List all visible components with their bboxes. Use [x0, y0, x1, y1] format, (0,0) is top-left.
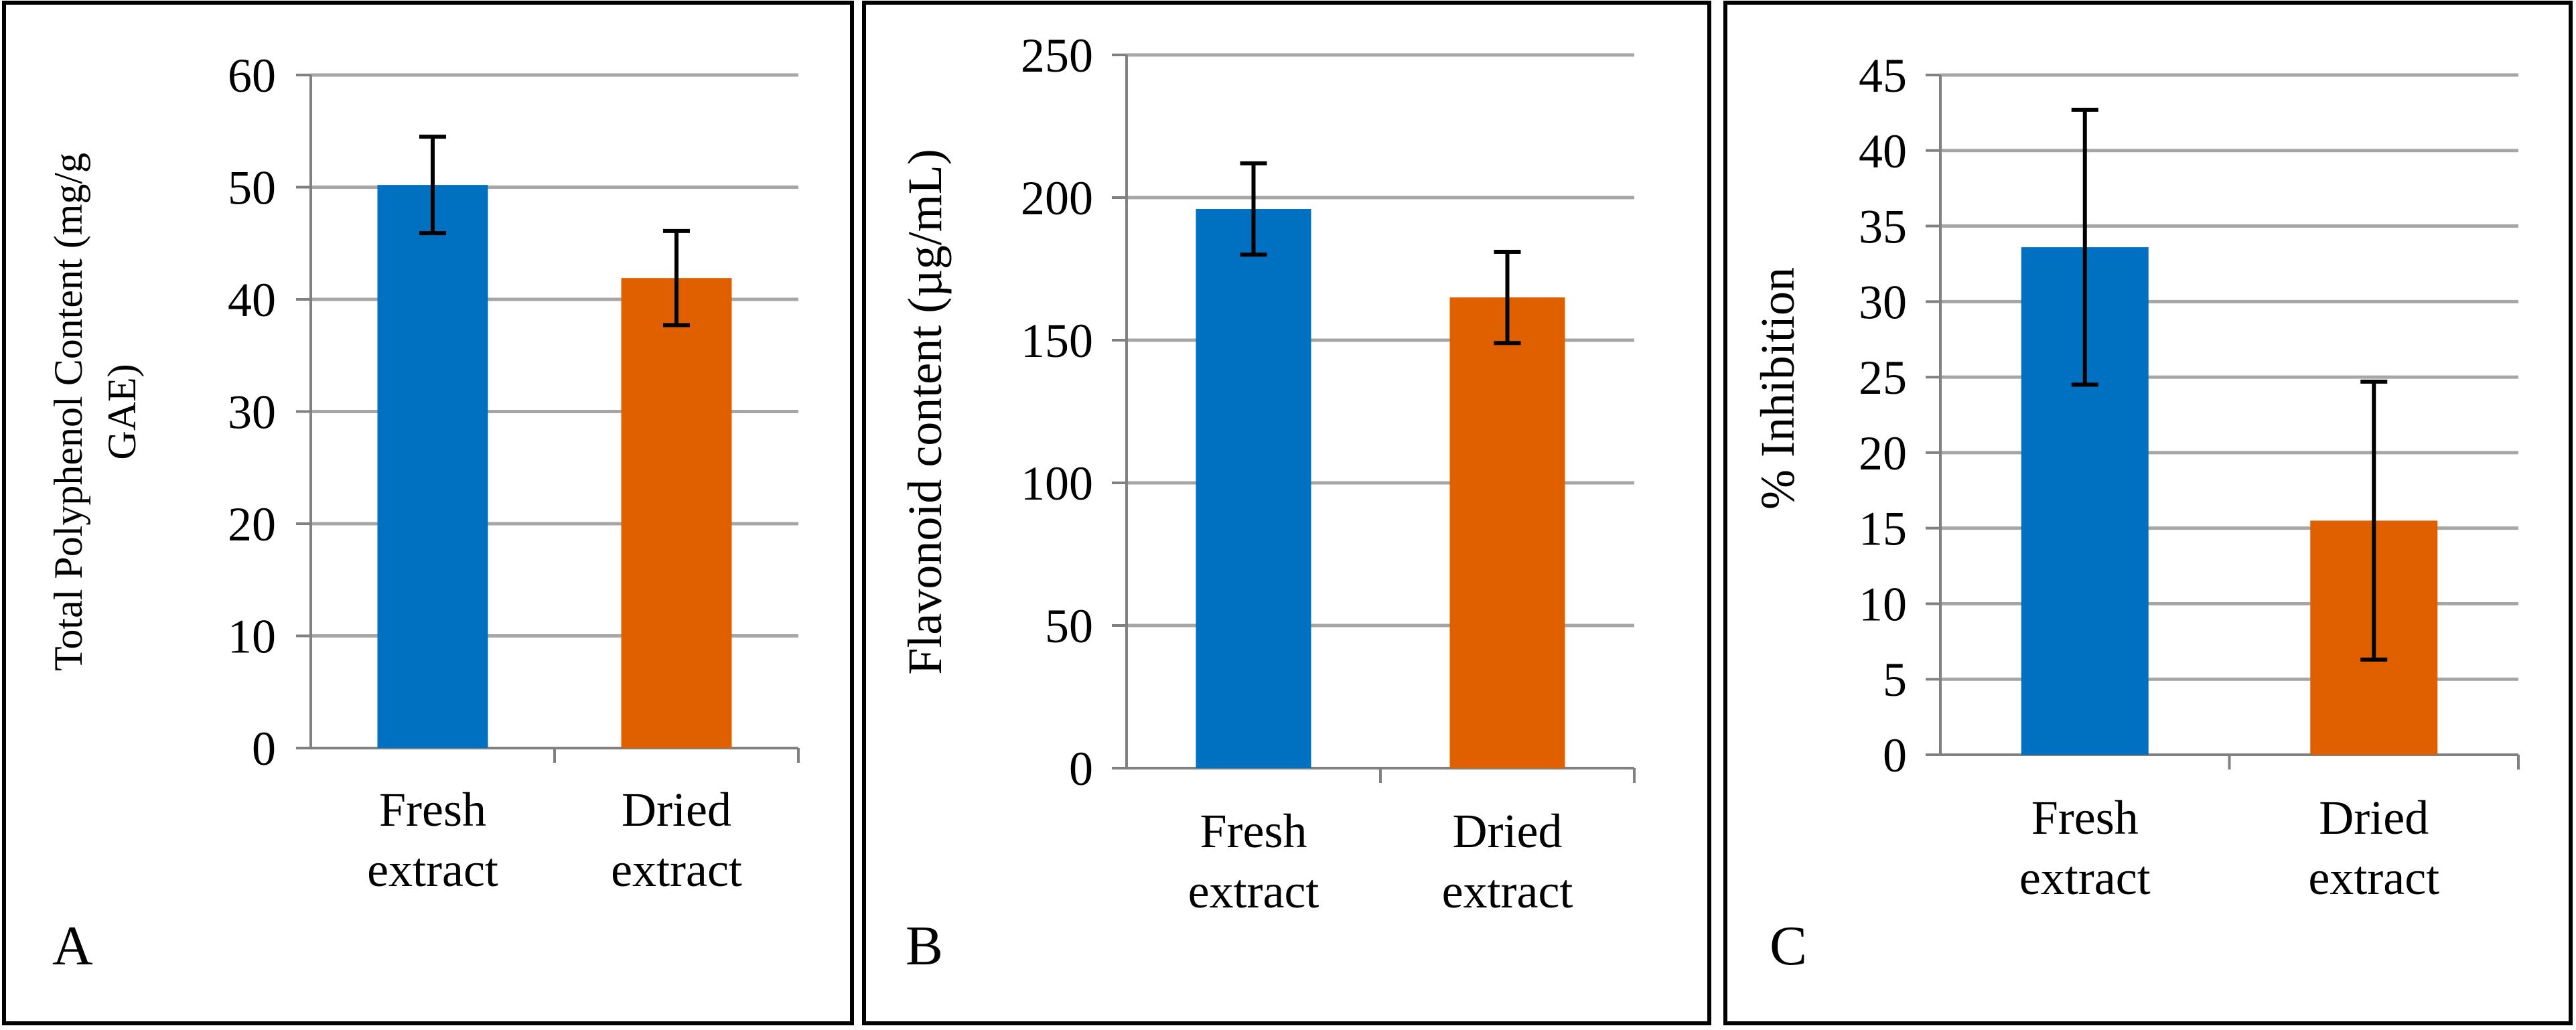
panel-frame [1723, 1, 2573, 1025]
y-tick-label: 0 [252, 722, 276, 776]
x-category-label-line2: extract [1188, 865, 1319, 918]
panel-label: C [1770, 915, 1807, 977]
y-tick-label: 0 [1883, 729, 1907, 782]
panel-a: 0 10 20 30 40 50 60 Fresh extract Dried extract Tot… [2, 1, 854, 1025]
error-bar [1240, 161, 1267, 257]
bar-fresh-extract [1196, 209, 1311, 768]
error-bar [663, 228, 690, 327]
y-tick-label: 40 [1859, 125, 1907, 178]
panel-b: 0 50 100 150 200 250 Fresh extract Dried extract F… [862, 1, 1711, 1025]
y-tick-label: 100 [1021, 457, 1093, 510]
y-tick-label: 30 [228, 386, 276, 439]
error-bar [1494, 249, 1521, 346]
panel-frame [862, 1, 1711, 1025]
y-axis-label: Flavonoid content (µg/mL) [898, 149, 952, 674]
y-tick-label: 40 [228, 273, 276, 327]
y-tick-label: 35 [1859, 200, 1907, 254]
y-tick-label: 60 [228, 49, 276, 102]
y-tick-label: 25 [1859, 351, 1907, 404]
y-axis-label: Total Polyphenol Content (mg/g GAE) [46, 153, 144, 671]
error-bar [419, 135, 446, 236]
y-tick-label: 250 [1021, 29, 1093, 82]
y-tick-label: 30 [1859, 275, 1907, 329]
x-category-label-line1: Fresh [1200, 804, 1307, 858]
x-category-label-line1: Dried [622, 783, 731, 836]
x-category-label-line1: Fresh [2031, 791, 2139, 844]
x-category-label-line2: extract [611, 843, 742, 897]
x-category-label-line1: Dried [2319, 791, 2429, 844]
bar-fresh-extract [377, 185, 488, 748]
y-tick-label: 50 [1045, 599, 1093, 653]
y-tick-label: 10 [228, 610, 276, 664]
error-bar [2360, 379, 2388, 662]
y-tick-label: 20 [228, 498, 276, 551]
error-bar [2071, 107, 2098, 387]
x-category-label-line1: Dried [1453, 804, 1563, 858]
y-tick-label: 0 [1069, 742, 1093, 796]
y-tick-label: 10 [1859, 577, 1907, 631]
x-category-label-line2: extract [367, 843, 498, 897]
panel-label: A [52, 915, 93, 977]
x-category-label-line2: extract [2019, 851, 2151, 905]
y-tick-label: 5 [1883, 653, 1907, 707]
panel-frame [2, 1, 854, 1025]
y-tick-label: 45 [1859, 49, 1907, 102]
y-tick-label: 20 [1859, 427, 1907, 480]
panel-c: 0 5 10 15 20 25 30 35 40 45 Fresh extract Dried extra… [1723, 1, 2573, 1025]
bar-dried-extract [621, 278, 732, 748]
y-tick-label: 150 [1021, 314, 1093, 368]
y-tick-label: 50 [228, 161, 276, 215]
y-tick-label: 200 [1021, 171, 1093, 225]
y-tick-label: 15 [1859, 502, 1907, 556]
x-category-label-line2: extract [1442, 865, 1573, 918]
x-category-label-line1: Fresh [379, 783, 486, 836]
y-axis-label: % Inhibition [1751, 267, 1804, 510]
x-category-label-line2: extract [2308, 851, 2439, 905]
bar-dried-extract [1449, 297, 1565, 769]
panel-label: B [906, 915, 943, 977]
